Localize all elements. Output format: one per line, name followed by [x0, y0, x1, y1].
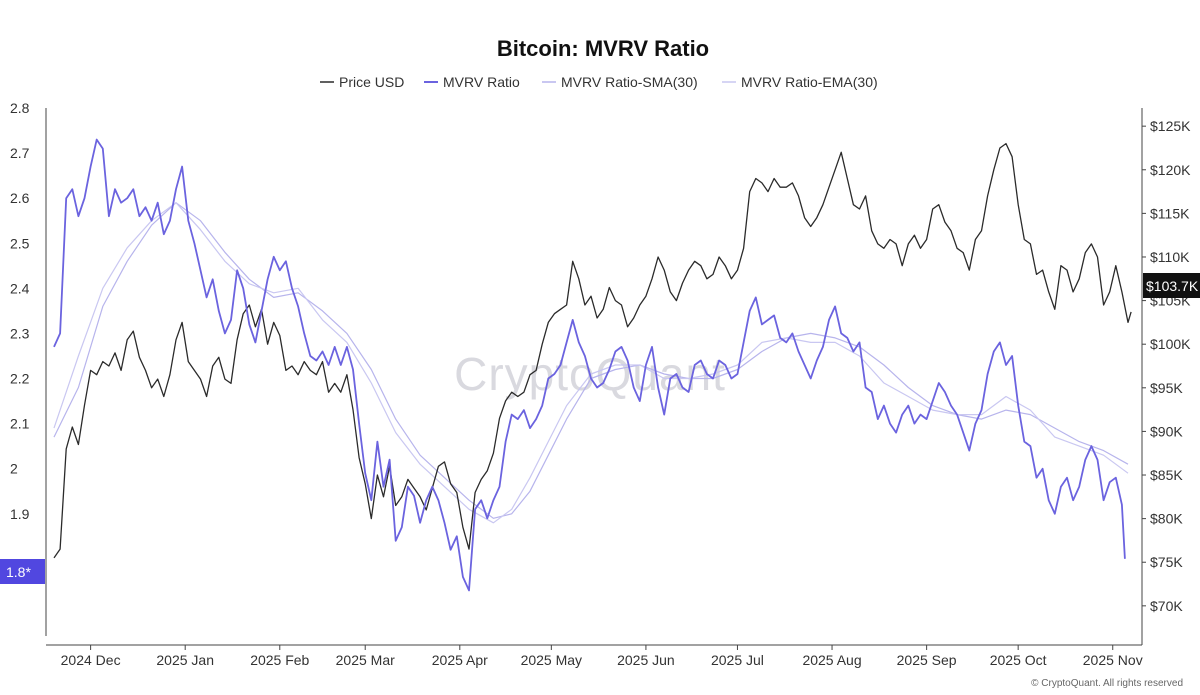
- right-tick-label: $110K: [1150, 249, 1190, 265]
- right-tick-label: $100K: [1150, 336, 1191, 352]
- x-tick-label: 2024 Dec: [61, 652, 121, 668]
- price-usd-line: [53, 142, 1132, 559]
- x-tick-label: 2025 Jun: [617, 652, 675, 668]
- legend-label-mvrv: MVRV Ratio: [443, 74, 520, 90]
- chart-title: Bitcoin: MVRV Ratio: [497, 36, 709, 61]
- x-tick-label: 2025 Feb: [250, 652, 309, 668]
- left-current-value-badge: 1.8*: [0, 559, 45, 584]
- right-tick-label: $80K: [1150, 511, 1183, 527]
- right-badge-label: $103.7K: [1146, 278, 1199, 294]
- left-tick-label: 2: [10, 461, 18, 477]
- right-tick-label: $85K: [1150, 467, 1183, 483]
- x-tick-label: 2025 Mar: [336, 652, 395, 668]
- left-tick-label: 2.2: [10, 371, 30, 387]
- x-tick-label: 2025 Jan: [156, 652, 214, 668]
- x-tick-label: 2025 May: [521, 652, 582, 668]
- x-tick-label: 2025 Jul: [711, 652, 764, 668]
- legend-item-ema[interactable]: MVRV Ratio-EMA(30): [722, 74, 878, 90]
- mvrv-ratio-line: [53, 138, 1126, 592]
- legend-item-mvrv[interactable]: MVRV Ratio: [424, 74, 520, 90]
- left-tick-label: 2.4: [10, 280, 30, 296]
- right-tick-label: $115K: [1150, 205, 1190, 221]
- left-badge-background: [0, 559, 45, 584]
- x-tick-label: 2025 Apr: [432, 652, 488, 668]
- x-tick-label: 2025 Aug: [802, 652, 861, 668]
- left-tick-label: 2.8: [10, 100, 30, 116]
- right-tick-label: $95K: [1150, 380, 1183, 396]
- series-layer: [53, 138, 1132, 592]
- right-tick-label: $70K: [1150, 598, 1183, 614]
- x-axis-ticks: 2024 Dec 2025 Jan 2025 Feb 2025 Mar 2025 Apr…: [61, 645, 1143, 668]
- legend-label-ema: MVRV Ratio-EMA(30): [741, 74, 878, 90]
- legend-item-price[interactable]: Price USD: [320, 74, 404, 90]
- legend-label-sma: MVRV Ratio-SMA(30): [561, 74, 698, 90]
- x-tick-label: 2025 Sep: [897, 652, 957, 668]
- left-tick-label: 2.1: [10, 416, 30, 432]
- left-tick-label: 2.6: [10, 190, 30, 206]
- legend: Price USD MVRV Ratio MVRV Ratio-SMA(30) …: [320, 74, 878, 90]
- left-tick-label: 2.3: [10, 325, 30, 341]
- legend-item-sma[interactable]: MVRV Ratio-SMA(30): [542, 74, 698, 90]
- left-tick-label: 2.7: [10, 145, 30, 161]
- right-tick-label: $120K: [1150, 162, 1191, 178]
- right-tick-label: $90K: [1150, 423, 1183, 439]
- right-tick-label: $125K: [1150, 118, 1191, 134]
- left-tick-label: 1.9: [10, 506, 30, 522]
- mvrv-sma30-line: [53, 202, 1129, 519]
- left-badge-label: 1.8*: [6, 564, 31, 580]
- left-tick-label: 2.5: [10, 235, 30, 251]
- right-current-value-badge: $103.7K: [1143, 273, 1200, 298]
- left-axis-ticks: 1.9 2 2.1 2.2 2.3 2.4 2.5 2.6 2.7 2.8: [10, 100, 30, 522]
- legend-label-price: Price USD: [339, 74, 404, 90]
- right-badge-background: [1143, 273, 1200, 298]
- footer-copyright: © CryptoQuant. All rights reserved: [1031, 678, 1183, 689]
- x-tick-label: 2025 Oct: [990, 652, 1047, 668]
- x-tick-label: 2025 Nov: [1083, 652, 1143, 668]
- right-axis-ticks: $70K$75K$80K$85K$90K$95K$100K$105K$110K$…: [1142, 118, 1191, 614]
- right-tick-label: $75K: [1150, 554, 1183, 570]
